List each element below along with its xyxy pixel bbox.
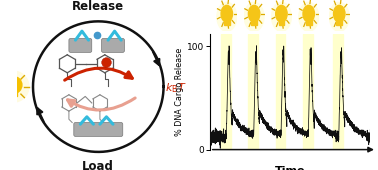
FancyBboxPatch shape — [69, 38, 92, 52]
Circle shape — [303, 5, 314, 22]
Y-axis label: % DNA Cargo Release: % DNA Cargo Release — [175, 48, 184, 136]
Circle shape — [329, 2, 349, 31]
Text: $k_{\mathrm{B}}T$: $k_{\mathrm{B}}T$ — [165, 81, 187, 95]
Text: Time: Time — [275, 166, 305, 170]
Bar — [248, 34, 258, 150]
Bar — [303, 34, 313, 150]
Bar — [276, 34, 285, 150]
Circle shape — [299, 2, 319, 31]
Bar — [336, 19, 342, 25]
Circle shape — [333, 5, 345, 22]
Text: Release: Release — [72, 0, 124, 13]
Circle shape — [244, 2, 264, 31]
Bar — [333, 34, 343, 150]
Circle shape — [276, 5, 287, 22]
Circle shape — [5, 76, 22, 94]
Circle shape — [271, 2, 291, 31]
Bar — [251, 19, 257, 25]
Bar — [306, 19, 311, 25]
Bar — [221, 34, 231, 150]
Circle shape — [248, 5, 260, 22]
Bar — [224, 19, 230, 25]
Circle shape — [221, 5, 232, 22]
Circle shape — [217, 2, 237, 31]
Bar — [9, 91, 17, 96]
FancyBboxPatch shape — [102, 38, 124, 52]
Circle shape — [0, 71, 29, 102]
Bar — [279, 19, 284, 25]
Text: Load: Load — [82, 160, 114, 170]
FancyBboxPatch shape — [74, 123, 123, 136]
